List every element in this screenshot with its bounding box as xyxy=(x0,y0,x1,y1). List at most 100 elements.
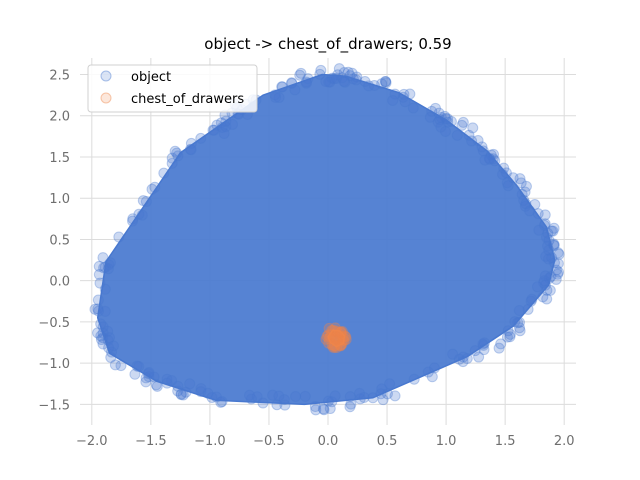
scatter-point xyxy=(456,119,468,131)
scatter-point xyxy=(514,173,526,185)
scatter-point xyxy=(109,359,121,371)
scatter-point xyxy=(269,91,281,103)
scatter-point xyxy=(451,129,463,141)
scatter-point xyxy=(493,342,505,354)
scatter-point xyxy=(515,177,527,189)
scatter-point xyxy=(498,162,510,174)
scatter-point xyxy=(338,67,350,79)
scatter-point xyxy=(380,77,392,89)
scatter-point xyxy=(539,279,551,291)
scatter-point xyxy=(543,253,555,265)
y-tick-label: 1.5 xyxy=(49,151,70,166)
scatter-point xyxy=(324,76,336,88)
y-tick-label: 0.5 xyxy=(49,233,70,248)
scatter-point xyxy=(294,69,306,81)
scatter-point xyxy=(432,116,444,128)
scatter-point xyxy=(541,293,553,305)
scatter-point xyxy=(344,401,356,413)
scatter-point xyxy=(227,118,239,130)
scatter-point xyxy=(129,368,141,380)
scatter-point-cloud xyxy=(328,330,345,347)
scatter-point-cloud xyxy=(97,74,555,405)
scatter-point xyxy=(333,63,345,75)
y-tick-label: −1.0 xyxy=(38,357,70,372)
scatter-point xyxy=(502,180,514,192)
scatter-point xyxy=(290,391,302,403)
scatter-point xyxy=(389,390,401,402)
convex-hull-outline xyxy=(327,329,346,348)
scatter-point xyxy=(127,213,139,225)
scatter-point xyxy=(507,172,519,184)
scatter-point xyxy=(501,331,513,343)
scatter-point xyxy=(336,325,348,337)
scatter-point xyxy=(501,177,513,189)
scatter-point xyxy=(299,390,311,402)
x-tick-label: 0.5 xyxy=(377,434,398,449)
scatter-point xyxy=(513,304,525,316)
y-tick-label: −1.5 xyxy=(38,398,70,413)
scatter-point xyxy=(445,115,457,127)
scatter-point xyxy=(169,145,181,157)
scatter-point xyxy=(387,94,399,106)
scatter-point xyxy=(539,209,551,221)
scatter-point xyxy=(380,76,392,88)
scatter-point xyxy=(550,273,562,285)
scatter-point xyxy=(513,316,525,328)
scatter-point xyxy=(267,389,279,401)
scatter-point xyxy=(320,75,332,87)
scatter-point xyxy=(302,73,314,85)
scatter-point xyxy=(317,403,329,415)
scatter-point xyxy=(244,389,256,401)
scatter-point xyxy=(140,376,152,388)
scatter-point xyxy=(273,92,285,104)
scatter-point xyxy=(473,351,485,363)
scatter-point xyxy=(439,125,451,137)
scatter-point xyxy=(324,403,336,415)
scatter-point xyxy=(329,390,341,402)
scatter-point xyxy=(271,399,283,411)
scatter-point xyxy=(550,264,562,276)
scatter-point xyxy=(514,325,526,337)
x-tick-label: 2.0 xyxy=(554,434,575,449)
legend-marker-object xyxy=(100,70,112,82)
scatter-point xyxy=(195,383,207,395)
scatter-point xyxy=(310,404,322,416)
chest-of-drawers-series xyxy=(320,322,352,353)
scatter-point xyxy=(477,338,489,350)
scatter-point xyxy=(424,111,436,123)
scatter-point xyxy=(435,121,447,133)
scatter-point xyxy=(529,199,541,211)
x-tick-label: 0.0 xyxy=(318,434,339,449)
scatter-point xyxy=(463,129,475,141)
scatter-point xyxy=(457,116,469,128)
scatter-point xyxy=(338,75,350,87)
scatter-point xyxy=(99,305,111,317)
scatter-point xyxy=(531,281,543,293)
y-tick-label: −0.5 xyxy=(38,316,70,331)
y-tick-label: 2.0 xyxy=(49,110,70,125)
scatter-point xyxy=(339,76,351,88)
scatter-point xyxy=(519,200,531,212)
legend-frame xyxy=(87,64,258,113)
scatter-point xyxy=(377,394,389,406)
scatter-point xyxy=(93,260,105,272)
scatter-point xyxy=(541,284,553,296)
scatter-point xyxy=(545,225,557,237)
scatter-point xyxy=(273,390,285,402)
scatter-point xyxy=(216,396,228,408)
scatter-point xyxy=(384,378,396,390)
scatter-point xyxy=(447,348,459,360)
scatter-point xyxy=(513,322,525,334)
scatter-point xyxy=(329,341,341,353)
scatter-point xyxy=(467,122,479,134)
scatter-point xyxy=(552,268,564,280)
scatter-point xyxy=(136,209,148,221)
scatter-point xyxy=(92,294,104,306)
scatter-point xyxy=(478,337,490,349)
scatter-point xyxy=(327,341,339,353)
scatter-point xyxy=(533,224,545,236)
scatter-point xyxy=(211,119,223,131)
legend: object chest_of_drawers xyxy=(87,64,258,113)
scatter-point xyxy=(540,250,552,262)
